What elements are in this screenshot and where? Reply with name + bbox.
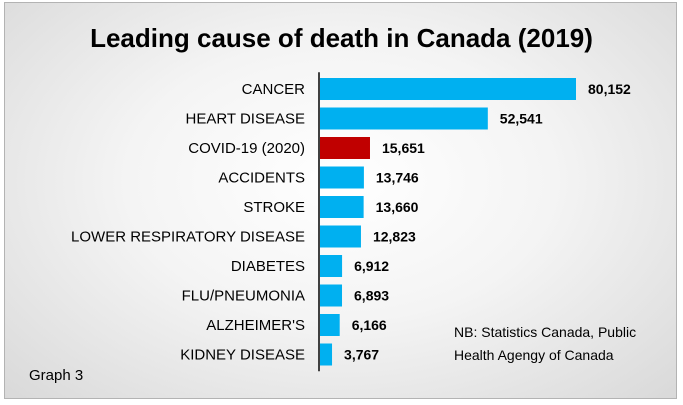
- bar-chart: CANCER 80,152 HEART DISEASE 52,541 COVID-19 …: [71, 72, 631, 372]
- bar-4: [320, 196, 364, 218]
- category-label-2: COVID-19 (2020): [188, 140, 305, 157]
- data-label-3: 13,746: [376, 170, 419, 186]
- source-note-line-1: NB: Statistics Canada, Public: [454, 324, 637, 340]
- bar-3: [320, 166, 364, 189]
- data-label-1: 52,541: [500, 111, 543, 127]
- bar-9: [320, 343, 333, 366]
- data-label-4: 13,660: [376, 199, 419, 215]
- category-label-3: ACCIDENTS: [218, 170, 305, 187]
- category-label-8: ALZHEIMER'S: [206, 317, 305, 334]
- source-note-line-2: Health Agengy of Canada: [454, 347, 614, 363]
- data-label-2: 15,651: [382, 140, 425, 156]
- data-label-9: 3,767: [344, 347, 379, 363]
- bar-2: [320, 137, 370, 159]
- graph-label: Graph 3: [29, 367, 84, 384]
- chart-area: Leading cause of death in Canada (2019) …: [4, 2, 677, 399]
- bar-5: [320, 225, 361, 248]
- category-label-4: STROKE: [243, 199, 305, 216]
- category-label-0: CANCER: [242, 81, 306, 98]
- category-label-1: HEART DISEASE: [186, 111, 306, 128]
- category-label-5: LOWER RESPIRATORY DISEASE: [71, 229, 305, 246]
- bar-1: [320, 107, 488, 130]
- category-label-6: DIABETES: [231, 258, 305, 275]
- bar-6: [320, 255, 343, 277]
- data-label-6: 6,912: [354, 258, 389, 274]
- data-label-5: 12,823: [373, 229, 416, 245]
- data-label-0: 80,152: [588, 81, 631, 97]
- data-label-7: 6,893: [354, 288, 389, 304]
- category-label-9: KIDNEY DISEASE: [180, 347, 305, 364]
- bar-8: [320, 314, 340, 336]
- bar-7: [320, 284, 343, 307]
- source-note: NB: Statistics Canada, Public Health Age…: [454, 321, 669, 367]
- chart-title: Leading cause of death in Canada (2019): [90, 23, 593, 53]
- bar-0: [320, 78, 576, 100]
- category-label-7: FLU/PNEUMONIA: [182, 288, 305, 305]
- data-label-8: 6,166: [352, 317, 387, 333]
